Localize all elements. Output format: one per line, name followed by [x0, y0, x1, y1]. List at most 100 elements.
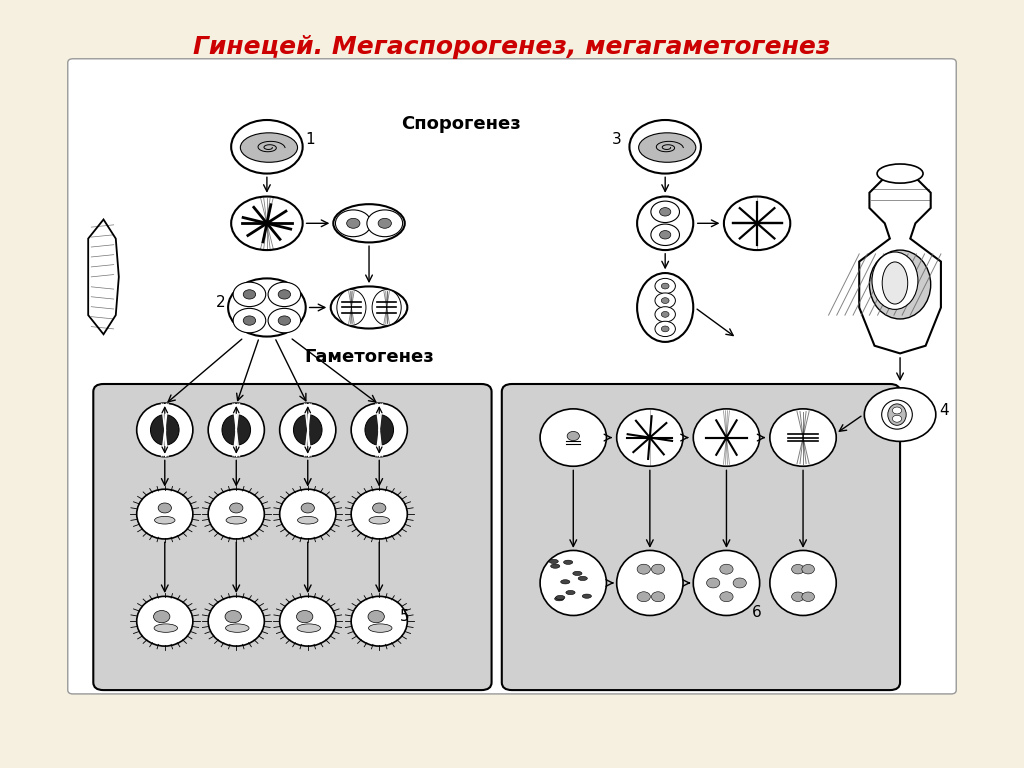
Ellipse shape	[369, 516, 389, 524]
Ellipse shape	[280, 403, 336, 457]
Ellipse shape	[155, 516, 175, 524]
Text: Гаметогенез: Гаметогенез	[304, 348, 434, 366]
Circle shape	[268, 308, 301, 333]
Circle shape	[792, 592, 804, 601]
Ellipse shape	[882, 400, 912, 429]
Ellipse shape	[561, 580, 570, 584]
Ellipse shape	[724, 197, 791, 250]
Circle shape	[637, 592, 650, 601]
Ellipse shape	[154, 624, 177, 632]
Circle shape	[802, 564, 814, 574]
Text: 4: 4	[939, 402, 948, 418]
Circle shape	[651, 201, 680, 223]
Circle shape	[651, 224, 680, 246]
Ellipse shape	[693, 409, 760, 466]
Circle shape	[792, 564, 804, 574]
Text: Спорогенез: Спорогенез	[401, 115, 521, 133]
Circle shape	[368, 611, 384, 623]
Circle shape	[567, 432, 580, 441]
Ellipse shape	[351, 489, 408, 539]
Ellipse shape	[551, 564, 560, 568]
Circle shape	[225, 611, 242, 623]
Ellipse shape	[365, 415, 393, 445]
Ellipse shape	[151, 415, 179, 445]
Circle shape	[630, 120, 700, 174]
Circle shape	[279, 290, 291, 299]
Circle shape	[154, 611, 170, 623]
Text: 1: 1	[306, 133, 315, 147]
Circle shape	[231, 197, 303, 250]
Ellipse shape	[297, 624, 321, 632]
Circle shape	[268, 282, 301, 306]
Ellipse shape	[136, 596, 193, 646]
Circle shape	[367, 210, 402, 237]
Circle shape	[802, 592, 814, 601]
Ellipse shape	[878, 164, 923, 183]
Text: 2: 2	[216, 296, 225, 310]
Circle shape	[655, 293, 676, 308]
Circle shape	[651, 592, 665, 601]
FancyBboxPatch shape	[68, 59, 956, 694]
Circle shape	[233, 282, 266, 306]
Polygon shape	[88, 220, 119, 334]
FancyBboxPatch shape	[93, 384, 492, 690]
Circle shape	[229, 503, 243, 513]
Circle shape	[662, 312, 669, 317]
Ellipse shape	[872, 252, 918, 310]
Ellipse shape	[369, 624, 392, 632]
Circle shape	[373, 503, 386, 513]
Circle shape	[655, 321, 676, 336]
Circle shape	[158, 503, 171, 513]
Ellipse shape	[208, 489, 264, 539]
Ellipse shape	[331, 286, 408, 329]
Circle shape	[279, 316, 291, 325]
Ellipse shape	[583, 594, 592, 598]
Circle shape	[720, 564, 733, 574]
Ellipse shape	[351, 596, 408, 646]
Circle shape	[662, 326, 669, 332]
Ellipse shape	[563, 560, 572, 564]
Ellipse shape	[555, 597, 564, 601]
Circle shape	[733, 578, 746, 588]
Ellipse shape	[888, 404, 906, 425]
Circle shape	[651, 564, 665, 574]
Circle shape	[244, 290, 256, 299]
Ellipse shape	[280, 596, 336, 646]
Circle shape	[662, 298, 669, 303]
Ellipse shape	[637, 197, 693, 250]
Ellipse shape	[639, 133, 696, 162]
Ellipse shape	[225, 624, 249, 632]
Circle shape	[707, 578, 720, 588]
Circle shape	[233, 308, 266, 333]
Text: 3: 3	[612, 133, 622, 147]
Ellipse shape	[333, 204, 404, 243]
Ellipse shape	[549, 559, 558, 564]
Ellipse shape	[298, 516, 318, 524]
Ellipse shape	[770, 551, 837, 615]
Circle shape	[720, 592, 733, 601]
Circle shape	[892, 415, 901, 422]
Ellipse shape	[294, 415, 323, 445]
Ellipse shape	[351, 403, 408, 457]
Ellipse shape	[241, 133, 298, 162]
Ellipse shape	[770, 409, 837, 466]
Ellipse shape	[372, 290, 401, 326]
Ellipse shape	[693, 551, 760, 615]
Ellipse shape	[869, 250, 931, 319]
Circle shape	[655, 278, 676, 293]
Ellipse shape	[337, 290, 366, 326]
Ellipse shape	[136, 489, 193, 539]
Ellipse shape	[556, 595, 565, 600]
Ellipse shape	[637, 273, 693, 342]
FancyBboxPatch shape	[502, 384, 900, 690]
Text: Гинецей. Мегаспорогенез, мегагаметогенез: Гинецей. Мегаспорогенез, мегагаметогенез	[194, 35, 830, 59]
Ellipse shape	[579, 576, 588, 581]
Circle shape	[659, 207, 671, 216]
Circle shape	[662, 283, 669, 289]
Ellipse shape	[616, 409, 683, 466]
Circle shape	[892, 407, 901, 414]
Circle shape	[637, 564, 650, 574]
Text: 6: 6	[752, 605, 762, 621]
Text: 5: 5	[399, 609, 410, 624]
Ellipse shape	[566, 591, 575, 594]
